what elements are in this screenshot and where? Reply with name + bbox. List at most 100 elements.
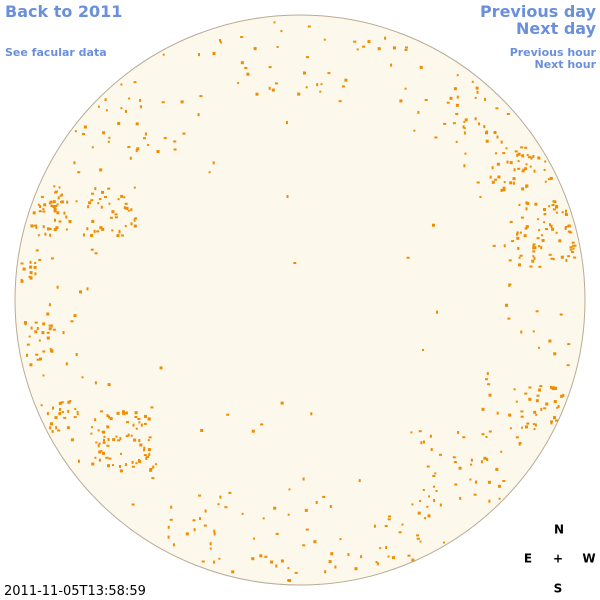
facula [571,251,574,253]
facula [519,231,522,234]
facula [485,131,488,135]
facula [56,203,59,206]
facula [130,208,133,212]
facula [56,211,60,215]
facula [55,426,58,430]
facula [76,413,79,416]
facula [67,400,71,404]
facula [46,312,50,316]
facula [516,236,520,240]
facula [328,560,332,564]
facula [29,265,33,269]
facula [515,400,518,403]
facula [423,440,425,444]
facula [508,413,512,417]
facula [324,570,327,574]
facula [91,426,93,429]
facula [201,560,205,563]
facula [443,122,447,125]
facula [73,314,77,318]
facula [512,181,515,185]
facula [93,229,96,233]
next-day-link[interactable]: Next day [516,19,597,38]
facula [35,249,39,252]
facula [518,204,521,206]
facula [49,233,52,237]
facula [118,229,121,233]
facular-link[interactable]: See facular data [5,46,107,59]
facula [463,127,466,130]
previous-day-link[interactable]: Previous day [480,2,597,21]
facula [426,465,430,468]
facula [105,109,108,112]
facula [544,213,547,215]
facula [90,199,94,202]
facula [306,56,309,59]
facula [566,225,570,228]
facula [569,246,573,249]
facula [417,110,420,114]
facula [199,95,203,98]
facula [97,429,100,432]
facula [485,139,489,143]
facula [244,67,248,69]
facula [213,560,216,564]
facula [498,497,501,500]
facula [559,313,563,316]
facula [26,353,28,357]
facula [131,503,135,506]
facula [287,513,290,516]
facula [146,455,150,458]
facula [436,310,438,314]
facula [532,246,535,249]
facula [494,178,498,181]
next-hour-link[interactable]: Next hour [535,58,597,71]
facula [185,532,189,536]
facula [90,248,94,251]
facula [103,438,105,442]
facula [488,393,492,397]
facula [46,336,50,340]
facula [58,401,62,405]
previous-hour-link[interactable]: Previous hour [510,46,597,59]
facula [547,178,550,181]
facula [474,117,477,121]
facula [565,209,567,213]
facula [108,136,111,139]
facula [94,187,97,191]
facula [62,331,65,335]
facula [305,528,309,531]
facula [98,198,101,201]
facula [198,494,202,497]
facula [486,458,489,461]
facula [138,460,142,463]
facula [495,107,499,110]
facula [86,287,89,291]
back-link[interactable]: Back to 2011 [5,2,122,21]
facula [470,463,473,466]
facula [323,38,326,41]
facula [65,215,68,219]
facula [147,439,150,442]
facula [276,46,279,48]
facula [315,501,318,504]
facula [98,442,101,445]
facula [305,86,308,89]
facula [159,366,163,370]
facula [529,165,532,168]
facula [302,544,306,547]
facula [108,415,110,419]
facula [495,152,497,155]
facula [44,232,47,236]
facula [540,407,543,411]
facula [496,135,499,139]
facula [420,441,423,445]
facula [404,87,407,90]
facula [119,465,121,468]
facula [125,109,127,113]
facula [34,272,37,276]
facula [53,228,57,232]
facula [48,324,52,327]
facula [491,180,495,184]
